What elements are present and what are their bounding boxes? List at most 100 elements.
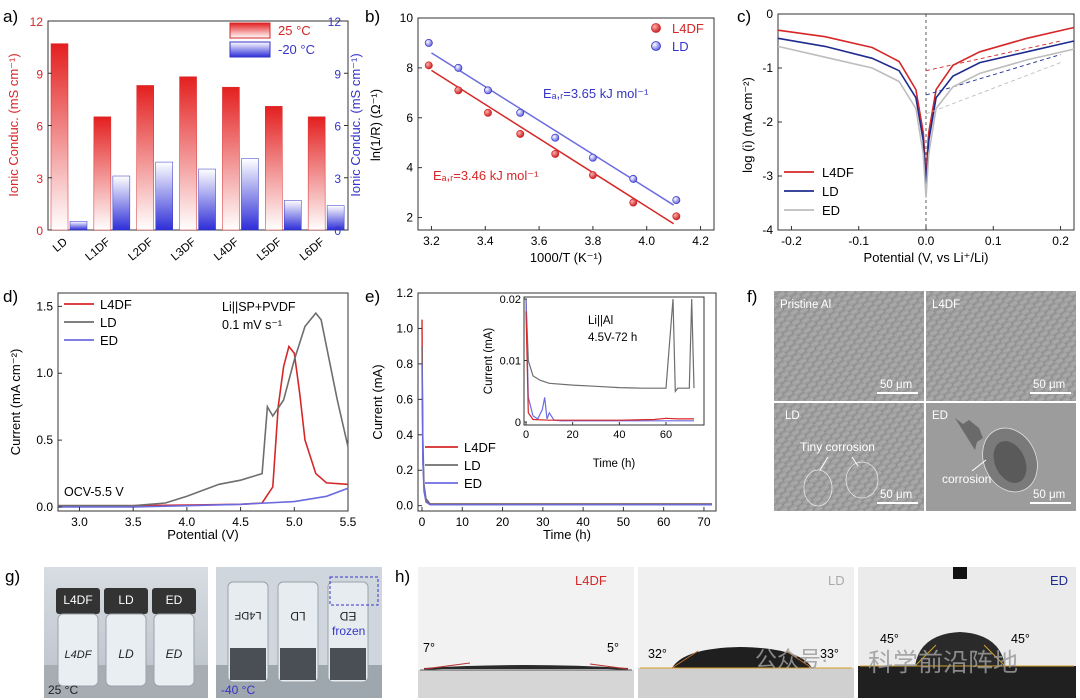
y-tick-label: 0.2 xyxy=(396,463,413,477)
tangent-line xyxy=(914,644,937,667)
vial-cap xyxy=(152,588,196,614)
bar-m20c xyxy=(69,221,88,231)
panel-g-label: g) xyxy=(5,567,20,586)
sem-caption: LD xyxy=(785,410,800,422)
legend-label-l4df: L4DF xyxy=(822,165,854,180)
data-point-l4df xyxy=(629,198,638,207)
sem-scale-label: 50 μm xyxy=(880,489,912,501)
sem-scale-label: 50 μm xyxy=(1033,489,1065,501)
legend-marker-l4df xyxy=(651,23,661,33)
bar-m20c xyxy=(241,158,259,231)
left-angle: 7° xyxy=(423,641,435,655)
data-point-ld xyxy=(516,108,525,117)
corrosion-core xyxy=(993,441,1027,483)
panel-c-label: c) xyxy=(737,7,751,26)
contact-angle-ld: LD 32° 33° xyxy=(638,567,854,698)
y2-tick-label: 12 xyxy=(328,15,342,29)
data-point-ld xyxy=(588,153,597,162)
tafel-fit-l4df xyxy=(925,40,1061,72)
bar-m20c xyxy=(326,205,345,231)
inset-ticks: 0 20 40 60 0 0.01 0.02 xyxy=(500,294,673,441)
vial-label: L4DF xyxy=(63,593,92,607)
data-point-l4df xyxy=(454,86,463,95)
inset-y-tick-label: 0.02 xyxy=(500,294,521,306)
corrosion-circle xyxy=(803,469,833,507)
x-tick-label: 60 xyxy=(657,515,671,529)
bar-25c xyxy=(265,106,283,231)
x-tick-label: 40 xyxy=(576,515,590,529)
y2-tick-label: 9 xyxy=(334,67,341,81)
panel-e-inset: 0 20 40 60 0 0.01 0.02 Li||Al 4.5V-72 h Time (… xyxy=(483,294,705,470)
droplet xyxy=(672,647,812,668)
data-point-l4df xyxy=(551,149,560,158)
legend-label-ld: LD xyxy=(672,39,689,54)
y-tick-label: -2 xyxy=(762,115,773,129)
legend-label-25c: 25 °C xyxy=(278,23,311,38)
y-tick-label: 6 xyxy=(36,120,43,134)
y-tick-label: 1.2 xyxy=(396,286,413,300)
y-tick-label: -3 xyxy=(762,169,773,183)
x-tick-label: 5.0 xyxy=(286,515,303,529)
note-arrow xyxy=(851,456,859,467)
panel-d-label: d) xyxy=(3,287,18,306)
sem-caption: ED xyxy=(932,410,948,422)
legend-swatch-m20c xyxy=(229,41,271,58)
inset-ylabel: Current (mA) xyxy=(483,328,495,395)
photo-title: LD xyxy=(828,573,845,588)
sem-caption: Pristine Al xyxy=(780,299,831,311)
photo-title: L4DF xyxy=(575,573,607,588)
panel-e-ticks: 0 10 20 30 40 50 60 70 0.0 0.2 0.4 0.6 0.8 1.0 1.2 xyxy=(396,286,711,529)
bar-25c xyxy=(93,116,112,231)
vial-body xyxy=(153,613,195,687)
y-tick-label: 4 xyxy=(406,161,413,175)
panel-b-frame xyxy=(417,17,715,231)
bar-m20c xyxy=(284,200,302,231)
panel-b-legend: L4DF LD xyxy=(651,21,704,54)
panel-c-plot xyxy=(777,14,1075,230)
panel-h-label: h) xyxy=(395,567,410,586)
x-tick-label: 0.2 xyxy=(1052,234,1069,248)
y2-tick-label: 6 xyxy=(334,120,341,134)
bar-m20c xyxy=(198,168,216,231)
sem-note: corrosion xyxy=(942,472,991,486)
x-category-label: L3DF xyxy=(169,236,198,263)
inset-x-tick-label: 20 xyxy=(567,429,579,441)
y-tick-label: 0 xyxy=(766,7,773,21)
x-tick-label: 50 xyxy=(617,515,631,529)
bar-25c xyxy=(50,43,69,231)
vial-body xyxy=(57,613,99,687)
bar-25c xyxy=(222,86,240,231)
bar-25c xyxy=(136,85,154,231)
panel-b-ylabel: ln(1/R) (Ω⁻¹) xyxy=(368,89,383,161)
legend-label-l4df: L4DF xyxy=(100,297,132,312)
vial: LD xyxy=(277,581,319,683)
x-tick-label: 3.0 xyxy=(71,515,88,529)
note-arrow xyxy=(819,456,829,471)
corrosion-debris xyxy=(955,418,983,450)
x-tick-label: 0.1 xyxy=(985,234,1002,248)
panel-b-plot xyxy=(424,38,681,225)
vial-handwriting: L4DF xyxy=(65,649,93,661)
panel-d-xlabel: Potential (V) xyxy=(167,527,239,542)
photo-m40c: L4DF LD ED frozen -40 °C xyxy=(216,567,382,698)
substrate-reflection xyxy=(418,670,634,698)
legend-label-ed: ED xyxy=(464,476,482,491)
note-arrow xyxy=(971,459,987,472)
corrosion-circle xyxy=(845,461,879,499)
tafel-fit-ed xyxy=(925,62,1061,115)
legend-label-l4df: L4DF xyxy=(672,21,704,36)
y-tick-label: 3 xyxy=(36,172,43,186)
tangent-line xyxy=(589,663,629,670)
panel-c-ticks: -0.2 -0.1 0.0 0.1 0.2 0 -1 -2 -3 -4 xyxy=(762,7,1069,248)
droplet xyxy=(423,665,629,670)
sem-image-l4df: L4DF 50 μm xyxy=(926,291,1076,401)
right-angle: 5° xyxy=(607,641,619,655)
y-tick-label: -1 xyxy=(762,61,773,75)
inset-y-tick-label: 0 xyxy=(515,417,521,429)
legend-label-m20c: -20 °C xyxy=(278,42,315,57)
data-point-l4df xyxy=(484,108,492,117)
panel-e-ylabel: Current (mA) xyxy=(370,364,385,439)
vial-handwriting: L4DF xyxy=(234,609,261,621)
sem-image-pristine: Pristine Al 50 μm xyxy=(774,291,924,401)
sem-texture xyxy=(926,291,1076,401)
